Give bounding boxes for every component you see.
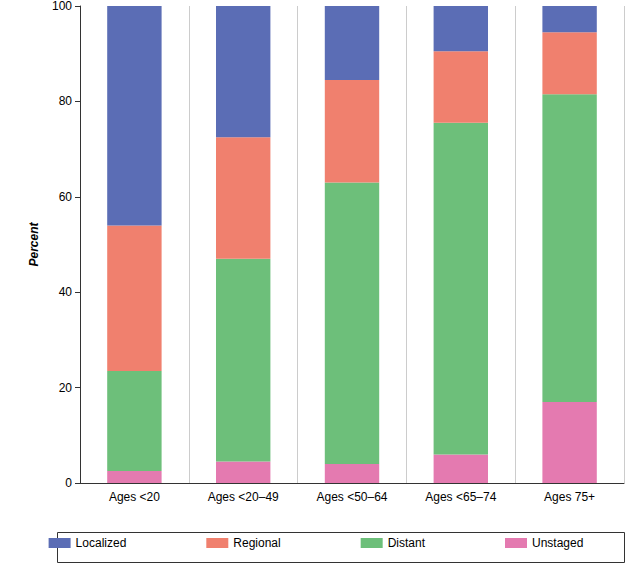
svg-text:20: 20 <box>59 381 73 395</box>
svg-text:Regional: Regional <box>233 536 280 550</box>
svg-text:0: 0 <box>65 476 72 490</box>
svg-text:100: 100 <box>52 0 72 13</box>
svg-text:80: 80 <box>59 94 73 108</box>
svg-text:Ages <20–49: Ages <20–49 <box>208 490 279 504</box>
svg-text:Ages <50–64: Ages <50–64 <box>316 490 387 504</box>
svg-text:60: 60 <box>59 190 73 204</box>
svg-text:Localized: Localized <box>76 536 127 550</box>
svg-text:Ages <65–74: Ages <65–74 <box>425 490 496 504</box>
svg-text:Ages <20: Ages <20 <box>109 490 160 504</box>
svg-text:Ages 75+: Ages 75+ <box>544 490 595 504</box>
svg-text:Percent: Percent <box>27 221 41 266</box>
svg-text:Distant: Distant <box>388 536 426 550</box>
svg-text:40: 40 <box>59 285 73 299</box>
svg-text:Unstaged: Unstaged <box>532 536 583 550</box>
